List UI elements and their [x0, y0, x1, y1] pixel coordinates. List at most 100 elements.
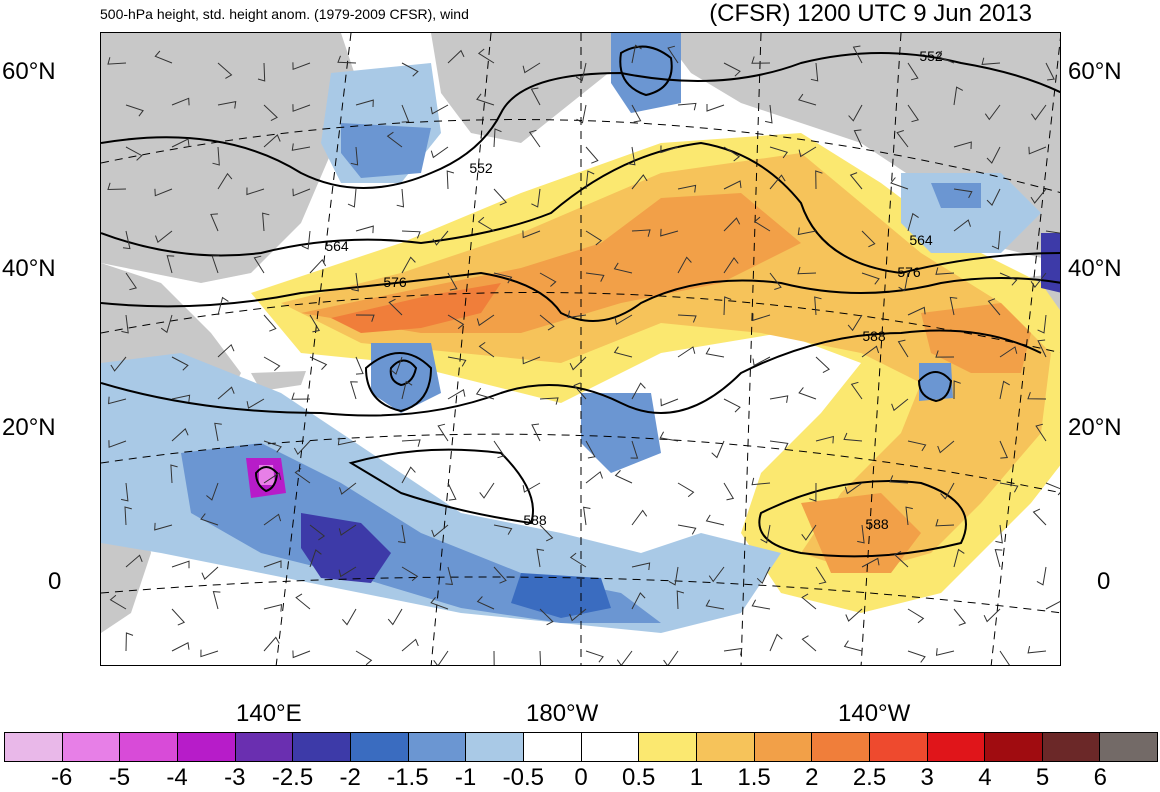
wind-barb [953, 380, 961, 400]
wind-barb [309, 356, 328, 370]
wind-barb [1030, 188, 1047, 204]
wind-barb [994, 549, 1003, 568]
wind-barb [893, 550, 909, 568]
wind-barb [953, 188, 973, 199]
wind-barb [124, 506, 132, 526]
wind-barb [585, 230, 603, 246]
wind-barb [294, 467, 311, 484]
parallel-60n [101, 119, 1060, 193]
wind-barb [751, 599, 771, 610]
wind-barb [396, 188, 405, 208]
lat-label-20n-right: 20°N [1068, 414, 1122, 441]
contour-564 [101, 141, 1060, 275]
wind-barb [433, 650, 449, 665]
wind-barb [478, 341, 495, 358]
wind-barb [477, 216, 495, 232]
wind-barb [437, 423, 449, 442]
wind-barb [676, 590, 685, 610]
wind-barb [338, 524, 357, 536]
wind-barb [999, 482, 1019, 493]
colorbar-label-7: -1 [454, 764, 477, 791]
wind-barb [1037, 314, 1047, 334]
wind-barb [447, 356, 467, 367]
shade-warm-2 [331, 283, 501, 333]
wind-barb [493, 188, 508, 206]
lon-label-180w: 180°W [526, 700, 599, 727]
wind-barb [935, 648, 955, 656]
wind-barb [891, 398, 909, 412]
wind-barb [660, 228, 679, 237]
wind-barb [522, 482, 541, 493]
wind-barb [898, 272, 909, 292]
wind-barb [949, 296, 958, 316]
wind-barb [760, 524, 771, 544]
wind-barb [171, 642, 190, 652]
wind-barb [752, 356, 771, 367]
contour-low-east [917, 371, 953, 403]
wind-barb [999, 650, 1010, 665]
wind-barb [263, 440, 282, 453]
wind-barb [764, 104, 773, 124]
wind-barb [677, 346, 696, 358]
wind-barb [575, 62, 587, 82]
wind-barb [723, 62, 741, 77]
wind-barb [522, 356, 541, 365]
wind-barb [1028, 146, 1047, 155]
wind-barb [355, 356, 364, 375]
wind-barb [705, 347, 725, 358]
wind-barb [953, 141, 972, 150]
wind-barb [861, 557, 880, 568]
wind-barb [753, 216, 771, 232]
contour-label-564-b: 564 [909, 232, 933, 248]
contour-label-588-b: 588 [862, 328, 886, 344]
wind-barb [109, 594, 127, 610]
wind-barb [125, 632, 134, 652]
wind-barb [217, 172, 233, 190]
wind-barb [809, 482, 817, 502]
wind-barb [539, 397, 559, 405]
wind-barb [217, 100, 237, 109]
colorbar-label-9: 0 [574, 764, 588, 791]
contour-low-typhoon [254, 466, 279, 493]
wind-barb [723, 146, 741, 162]
colorbar-swatch-12 [696, 733, 755, 761]
wind-barb [801, 593, 817, 610]
shade-cool-north-dark [341, 123, 431, 178]
shade-warm-lc [281, 153, 1051, 573]
wind-barb [847, 314, 863, 332]
wind-barb [171, 394, 191, 403]
wind-barb [212, 591, 221, 610]
wind-barb [936, 50, 955, 64]
wind-barb [211, 255, 220, 274]
contour-low-aleut [619, 45, 673, 97]
wind-barb [291, 392, 311, 400]
contour-label-576-a: 576 [383, 274, 407, 290]
wind-barb [711, 440, 725, 459]
contour-label-552-b: 552 [919, 48, 943, 64]
wind-barb [677, 314, 697, 323]
wind-barb [843, 432, 863, 442]
colorbar-swatch-11 [639, 733, 697, 761]
wind-barb [937, 440, 955, 454]
wind-barb [493, 128, 502, 148]
contour-588-a [101, 329, 1042, 417]
wind-barb [953, 548, 965, 568]
wind-barb [430, 146, 449, 159]
colorbar-label-15: 3 [920, 764, 934, 791]
wind-barb [1027, 392, 1047, 400]
wind-barb [573, 382, 587, 400]
wind-barb [896, 130, 909, 148]
wind-barb [212, 146, 220, 166]
wind-barb [401, 104, 410, 123]
colorbar-swatch-4 [235, 733, 294, 761]
colorbar-swatch-17 [985, 733, 1043, 761]
wind-barb [797, 227, 817, 236]
wind-barb [122, 230, 131, 250]
lon-label-140w: 140°W [838, 700, 911, 727]
wind-barb [475, 387, 495, 400]
wind-barb [171, 608, 186, 626]
wind-barb [339, 482, 357, 495]
wind-barb [987, 298, 1001, 316]
contour-588-c [758, 480, 967, 558]
wind-barb [1036, 566, 1047, 586]
